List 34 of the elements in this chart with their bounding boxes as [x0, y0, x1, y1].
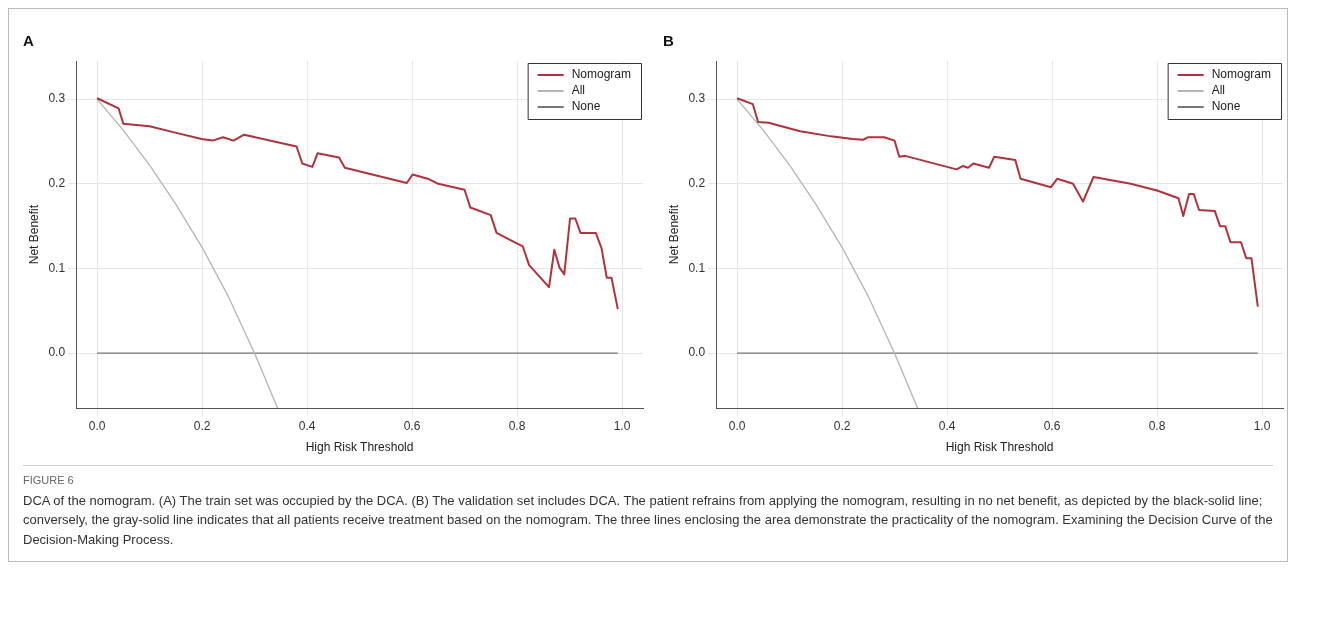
y-tick-label: 0.3 [688, 91, 706, 106]
x-axis-title: High Risk Threshold [305, 440, 414, 455]
y-tick-label: 0.0 [688, 345, 706, 360]
y-tick-label: 0.2 [688, 176, 706, 191]
x-tick-label: 1.0 [1253, 418, 1271, 433]
y-tick-label: 0.3 [48, 91, 66, 106]
x-tick-label: 0.4 [298, 418, 316, 433]
legend-label: All [571, 83, 585, 98]
x-tick-label: 0.8 [508, 418, 526, 433]
x-tick-label: 0.2 [193, 418, 211, 433]
y-tick-label: 0.0 [48, 345, 66, 360]
x-tick-label: 0.4 [938, 418, 956, 433]
x-tick-label: 0.2 [833, 418, 851, 433]
x-tick-label: 0.0 [728, 418, 746, 433]
legend-label: All [1211, 83, 1225, 98]
legend-label: None [571, 99, 601, 114]
x-tick-label: 0.0 [88, 418, 106, 433]
text: DCA of the nomogram. (A) The train set was occupied by the DCA. (B) The validation set includes DCA. The patient refrains from applying the nomogram, resulting in no net benefit, as depicted by the black-solid line; conversely, the gray-solid line indicates that all patients receive treatment based on the nomogram. The three lines enclosing the area demonstrate the practicality of the nomogram. Examining the Decision Curve of the Decision-Making Process. [23, 491, 1273, 549]
legend-label: Nomogram [571, 67, 632, 82]
x-tick-label: 1.0 [613, 418, 631, 433]
caption: FIGURE 6 [23, 473, 75, 488]
chart-title: B [663, 32, 674, 50]
x-tick-label: 0.6 [1043, 418, 1061, 433]
x-axis-title: High Risk Threshold [945, 440, 1054, 455]
y-tick-label: 0.1 [48, 260, 66, 275]
y-axis-title: Net Benefit [666, 204, 681, 265]
x-tick-label: 0.6 [403, 418, 421, 433]
legend-label: None [1211, 99, 1241, 114]
x-tick-label: 0.8 [1148, 418, 1166, 433]
chart-title: A [23, 32, 34, 50]
y-tick-label: 0.1 [688, 260, 706, 275]
y-axis-title: Net Benefit [26, 204, 41, 265]
y-tick-label: 0.2 [48, 176, 66, 191]
legend-label: Nomogram [1211, 67, 1272, 82]
